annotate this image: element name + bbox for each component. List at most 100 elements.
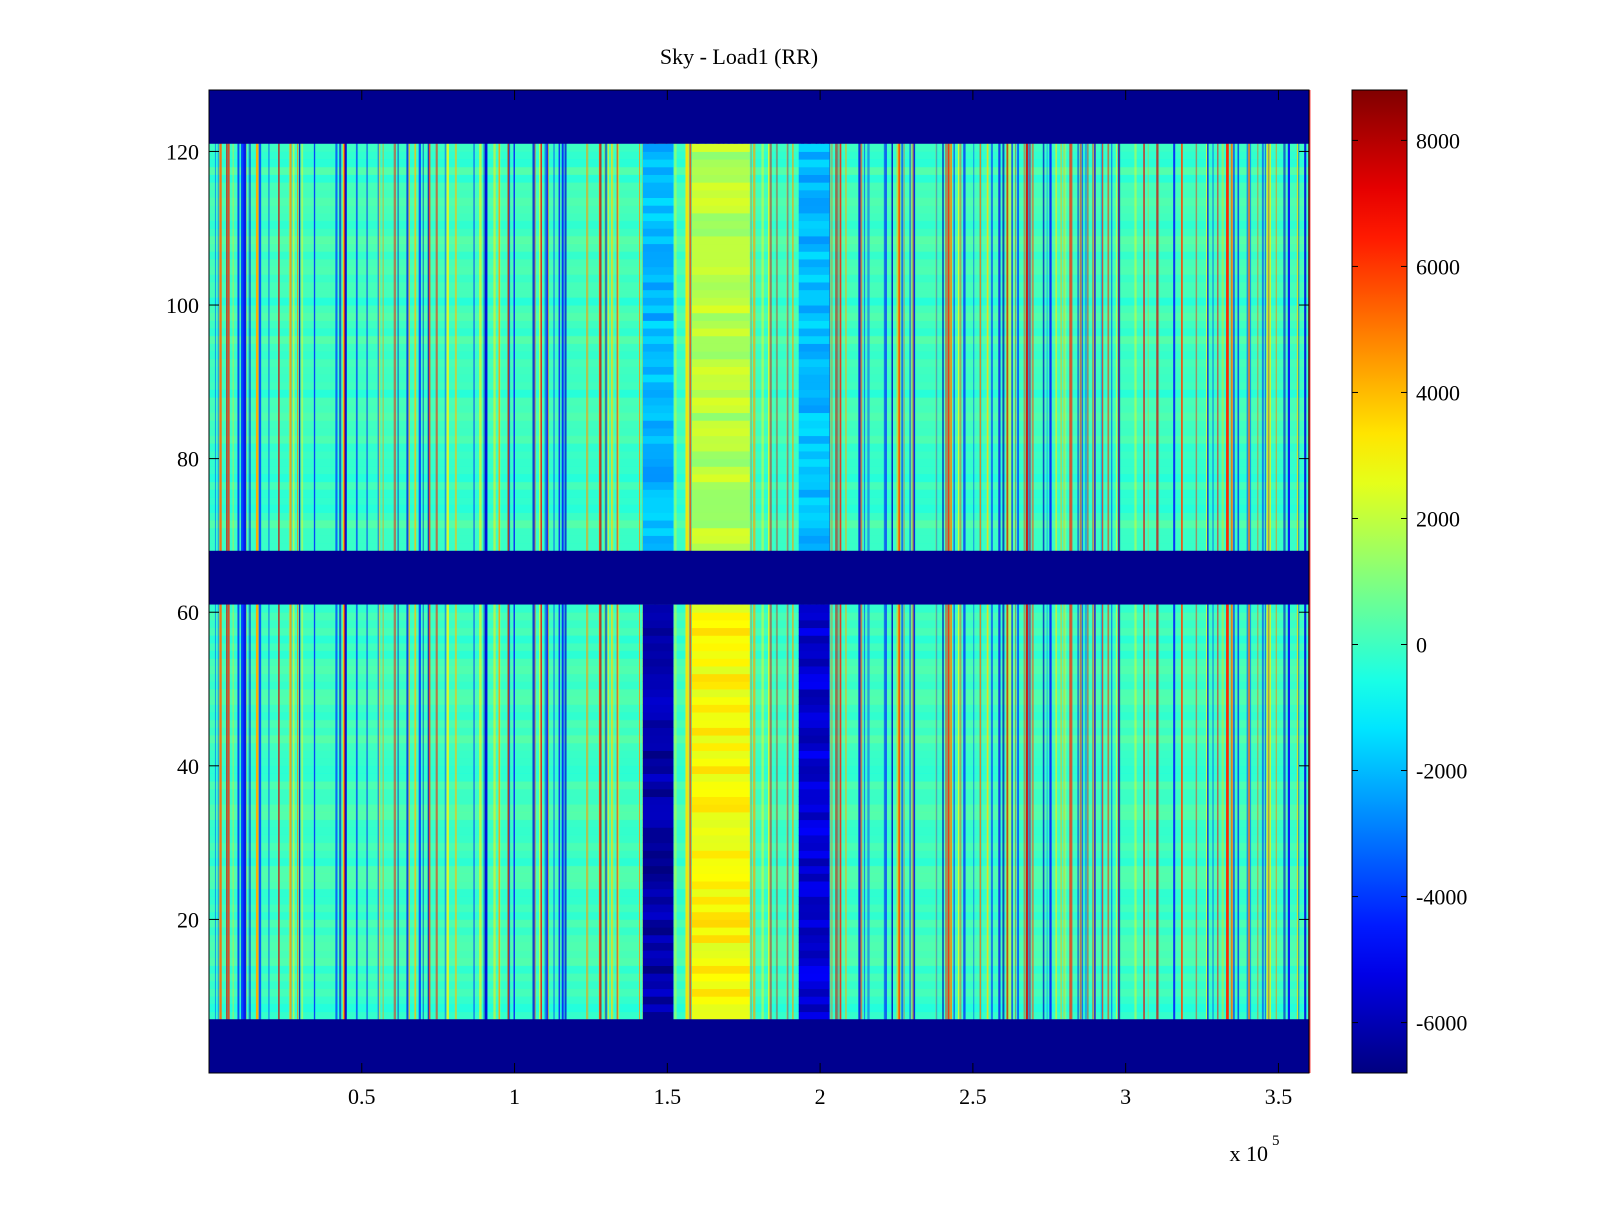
heatmap-band-cell	[691, 642, 750, 652]
heatmap-band-cell	[691, 228, 750, 237]
heatmap-band-cell	[642, 665, 674, 675]
heatmap-band-cell	[691, 389, 750, 398]
heatmap-row	[209, 980, 1309, 990]
heatmap-row	[209, 957, 1309, 966]
heatmap-band-cell	[691, 804, 750, 813]
heatmap-band-cell	[798, 159, 830, 168]
heatmap-row	[209, 320, 1309, 329]
heatmap-band-cell	[691, 427, 750, 437]
x-tick-label: 1	[509, 1084, 520, 1109]
y-tick-label: 120	[166, 139, 199, 164]
heatmap-band-cell	[798, 358, 830, 367]
heatmap-row	[209, 166, 1309, 175]
heatmap-band-cell	[642, 712, 674, 721]
heatmap-band-cell	[691, 189, 750, 199]
heatmap-band-cell	[642, 934, 674, 943]
heatmap-band-cell	[798, 804, 830, 813]
heatmap-band-cell	[691, 934, 750, 943]
masked-band	[209, 550, 1309, 605]
heatmap-band-cell	[691, 220, 750, 229]
x-axis-multiplier-exponent: 5	[1272, 1133, 1280, 1149]
heatmap-row	[209, 896, 1309, 905]
heatmap-band-cell	[642, 443, 674, 452]
heatmap-row	[209, 696, 1309, 705]
x-tick-label: 2	[815, 1084, 826, 1109]
heatmap-row	[209, 781, 1309, 790]
heatmap-band-cell	[642, 996, 674, 1005]
heatmap-band-cell	[798, 235, 830, 245]
heatmap-row	[209, 343, 1309, 352]
heatmap-band-cell	[642, 197, 674, 206]
heatmap-row	[209, 220, 1309, 229]
heatmap-row	[209, 773, 1309, 782]
heatmap-row	[209, 151, 1309, 160]
heatmap-band-cell	[691, 911, 750, 920]
heatmap-row	[209, 950, 1309, 959]
heatmap-band-cell	[798, 389, 830, 398]
heatmap-row	[209, 673, 1309, 682]
heatmap-band-cell	[642, 604, 674, 613]
heatmap-band-cell	[691, 665, 750, 675]
heatmap-band-cell	[798, 520, 830, 529]
heatmap-band-cell	[642, 497, 674, 506]
heatmap-band-cell	[642, 205, 674, 214]
heatmap-band-cell	[642, 888, 674, 897]
heatmap-band-cell	[642, 973, 674, 982]
heatmap-band-cell	[642, 266, 674, 275]
heatmap-band-cell	[691, 942, 750, 951]
colorbar-tick-label: 8000	[1416, 128, 1460, 153]
colorbar-gradient	[1351, 89, 1408, 1074]
heatmap-band-cell	[642, 896, 674, 905]
heatmap-band-cell	[691, 251, 750, 260]
heatmap-band-cell	[642, 957, 674, 966]
heatmap-band-cell	[642, 704, 674, 713]
heatmap-band-cell	[691, 266, 750, 275]
heatmap-band-cell	[798, 604, 830, 613]
heatmap-band-cell	[642, 320, 674, 329]
heatmap-band-cell	[691, 619, 750, 629]
heatmap-band-cell	[691, 305, 750, 314]
heatmap-row	[209, 381, 1309, 391]
heatmap-band-cell	[642, 289, 674, 298]
heatmap-band-cell	[642, 489, 674, 498]
heatmap-band-cell	[691, 420, 750, 429]
heatmap-row	[209, 1003, 1309, 1013]
heatmap-band-cell	[798, 328, 830, 337]
heatmap-band-cell	[642, 850, 674, 859]
heatmap-band-cell	[642, 297, 674, 306]
heatmap-row	[209, 865, 1309, 874]
heatmap-band-cell	[691, 412, 750, 421]
heatmap-band-cell	[691, 489, 750, 498]
heatmap-band-cell	[798, 458, 830, 467]
heatmap-band-cell	[798, 650, 830, 659]
heatmap-row	[209, 765, 1309, 774]
heatmap-band-cell	[691, 827, 750, 836]
x-axis-multiplier: x 10	[1230, 1141, 1269, 1166]
heatmap-band-cell	[642, 258, 674, 268]
masked-band	[209, 1019, 1309, 1073]
heatmap-band-cell	[642, 520, 674, 529]
heatmap-band-cell	[691, 205, 750, 214]
heatmap-band-cell	[798, 427, 830, 437]
heatmap-row	[209, 850, 1309, 859]
heatmap-row	[209, 650, 1309, 659]
heatmap-band-cell	[642, 351, 674, 360]
heatmap-row	[209, 619, 1309, 629]
heatmap-band-cell	[798, 243, 830, 252]
heatmap-row	[209, 251, 1309, 260]
heatmap-band-cell	[798, 996, 830, 1005]
heatmap-band-cell	[691, 328, 750, 337]
heatmap-band-cell	[691, 335, 750, 344]
heatmap-row	[209, 742, 1309, 751]
heatmap-row	[209, 535, 1309, 544]
heatmap-row	[209, 182, 1309, 191]
heatmap-row	[209, 328, 1309, 337]
heatmap-band-cell	[642, 612, 674, 621]
y-tick-label: 80	[177, 447, 199, 472]
heatmap-row	[209, 881, 1309, 890]
heatmap-row	[209, 712, 1309, 721]
heatmap-band-cell	[642, 750, 674, 759]
heatmap-band-cell	[691, 182, 750, 191]
heatmap-band-cell	[691, 996, 750, 1005]
